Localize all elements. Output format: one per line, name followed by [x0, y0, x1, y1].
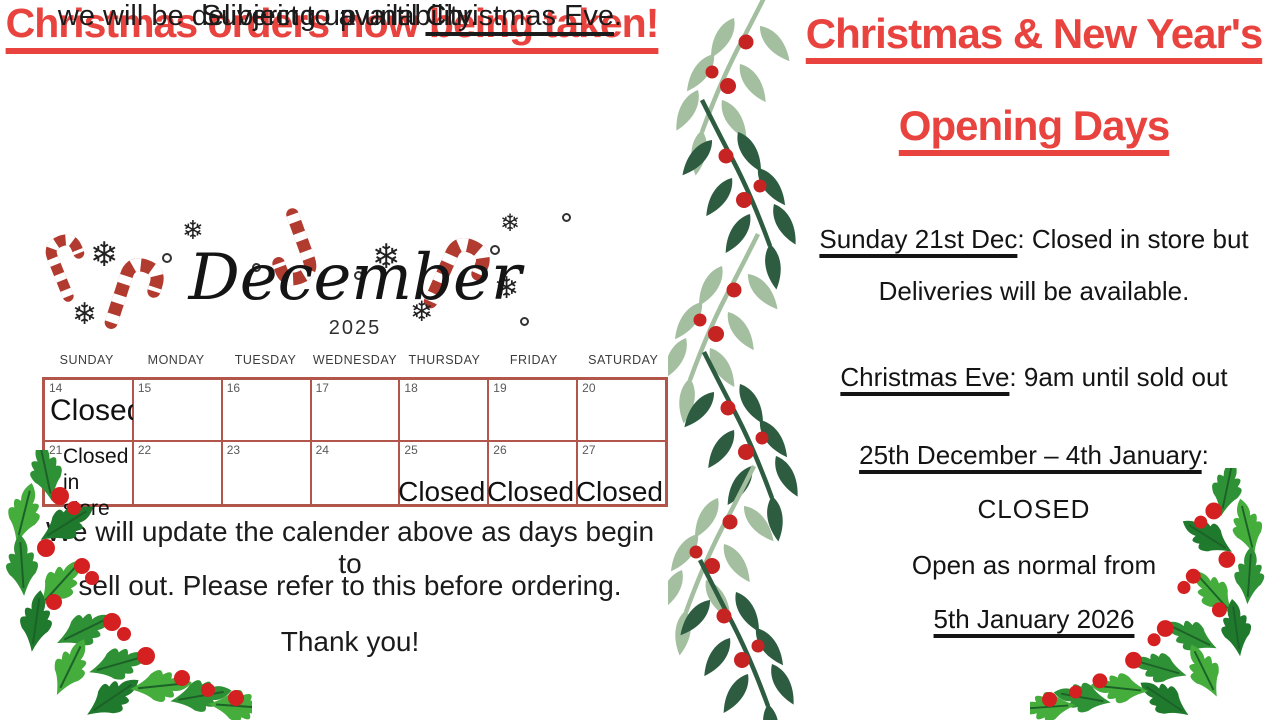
sunday-21st-underlined: Sunday 21st Dec	[819, 224, 1018, 254]
calendar-day-headers: SUNDAY MONDAY TUESDAY WEDNESDAY THURSDAY…	[42, 353, 668, 367]
calendar-cell-26: 26 Closed	[486, 441, 578, 507]
closed-label: Closed	[486, 476, 575, 507]
closure-dates-underlined: 25th December – 4th January	[859, 440, 1202, 470]
reopen-date-line: 5th January 2026	[798, 604, 1270, 635]
holly-corner-left	[0, 450, 252, 720]
calendar-date: 23	[226, 443, 241, 457]
sunday-21st-rest: : Closed in store but	[1017, 224, 1249, 254]
calendar-cell-27: 27 Closed	[575, 441, 666, 507]
delivery-line-underlined: Christmas Eve	[425, 0, 614, 32]
calendar-date: 14	[49, 381, 63, 395]
calendar-month: December	[188, 241, 522, 315]
calendar-cell-25: 25 Closed	[398, 441, 489, 507]
calendar-cell-14: 14 Closed	[44, 379, 143, 441]
calendar-date: 19	[493, 381, 507, 395]
calendar-cell-22: 22	[132, 441, 222, 505]
left-headline: Christmas orders now being taken!	[5, 0, 660, 46]
calendar-year: 2025	[328, 317, 382, 339]
footer-line-2: sell out. Please refer to this before or…	[78, 570, 622, 601]
right-headline-line2: Opening Days	[898, 102, 1170, 149]
open-as-normal-line: Open as normal from	[911, 550, 1157, 580]
snowflake-icon: ❄	[500, 210, 521, 237]
calendar-grid: 14 Closed 15 16 17 18 19 20	[42, 377, 668, 443]
dot-icon	[562, 213, 571, 222]
reopen-date-underlined: 5th January 2026	[933, 604, 1135, 634]
christmas-eve-line: Christmas Eve: 9am until sold out	[798, 362, 1270, 393]
closure-dates-rest: :	[1201, 440, 1209, 470]
deliveries-line: Deliveries will be available.	[878, 276, 1190, 306]
day-header: FRIDAY	[509, 353, 558, 367]
calendar-cell-24: 24	[310, 441, 400, 505]
calendar-date: 25	[404, 443, 418, 457]
closed-line: CLOSED	[977, 494, 1091, 524]
holly-corner-right	[1030, 468, 1270, 720]
day-header: TUESDAY	[234, 353, 297, 367]
calendar-date: 26	[493, 443, 507, 457]
christmas-eve-rest: : 9am until sold out	[1009, 362, 1228, 392]
calendar-date: 22	[137, 443, 152, 457]
calendar-cell-18: 18	[399, 379, 489, 441]
right-headline-line1: Christmas & New Year's	[805, 10, 1263, 57]
calendar-date: 16	[226, 381, 241, 395]
delivery-line: we will be delivering up until Christmas…	[0, 0, 680, 33]
closed-label: Closed	[50, 394, 144, 427]
delivery-line-prefix: we will be delivering up until	[57, 0, 426, 32]
day-header: THURSDAY	[408, 353, 481, 367]
calendar-date: 18	[404, 381, 418, 395]
day-header: SATURDAY	[588, 353, 659, 367]
calendar-date: 15	[137, 381, 152, 395]
delivery-line-suffix: .	[614, 0, 623, 32]
calendar-date: 27	[582, 443, 596, 457]
closure-dates-line: 25th December – 4th January:	[798, 440, 1270, 471]
calendar-cell-23: 23	[221, 441, 311, 505]
day-header: SUNDAY	[59, 353, 114, 367]
calendar-cell-20: 20	[577, 379, 666, 441]
calendar-cell-16: 16	[221, 379, 311, 441]
calendar-cell-17: 17	[310, 379, 400, 441]
calendar-grid-week2: 21 Closed in store 22 23 24 25 Closed 26…	[42, 441, 668, 520]
calendar-date: 20	[582, 381, 596, 395]
christmas-eve-underlined: Christmas Eve	[840, 362, 1010, 392]
availability-line: Subject to availability.	[201, 0, 479, 32]
calendar-date: 17	[315, 381, 329, 395]
day-header: WEDNESDAY	[312, 353, 398, 367]
calendar-cell-19: 19	[488, 379, 578, 441]
calendar-date: 21	[49, 443, 63, 457]
footer-line-1: We will update the calender above as day…	[45, 516, 655, 579]
day-header: MONDAY	[147, 353, 205, 367]
footer-line-3: Thank you!	[280, 626, 420, 657]
mistletoe-garland	[668, 0, 798, 720]
calendar-cell-15: 15	[132, 379, 222, 441]
closed-label: Closed	[398, 476, 486, 507]
sunday-21st-line: Sunday 21st Dec: Closed in store but	[798, 224, 1270, 255]
closed-label: Closed	[575, 476, 663, 507]
calendar-date: 24	[315, 443, 329, 457]
